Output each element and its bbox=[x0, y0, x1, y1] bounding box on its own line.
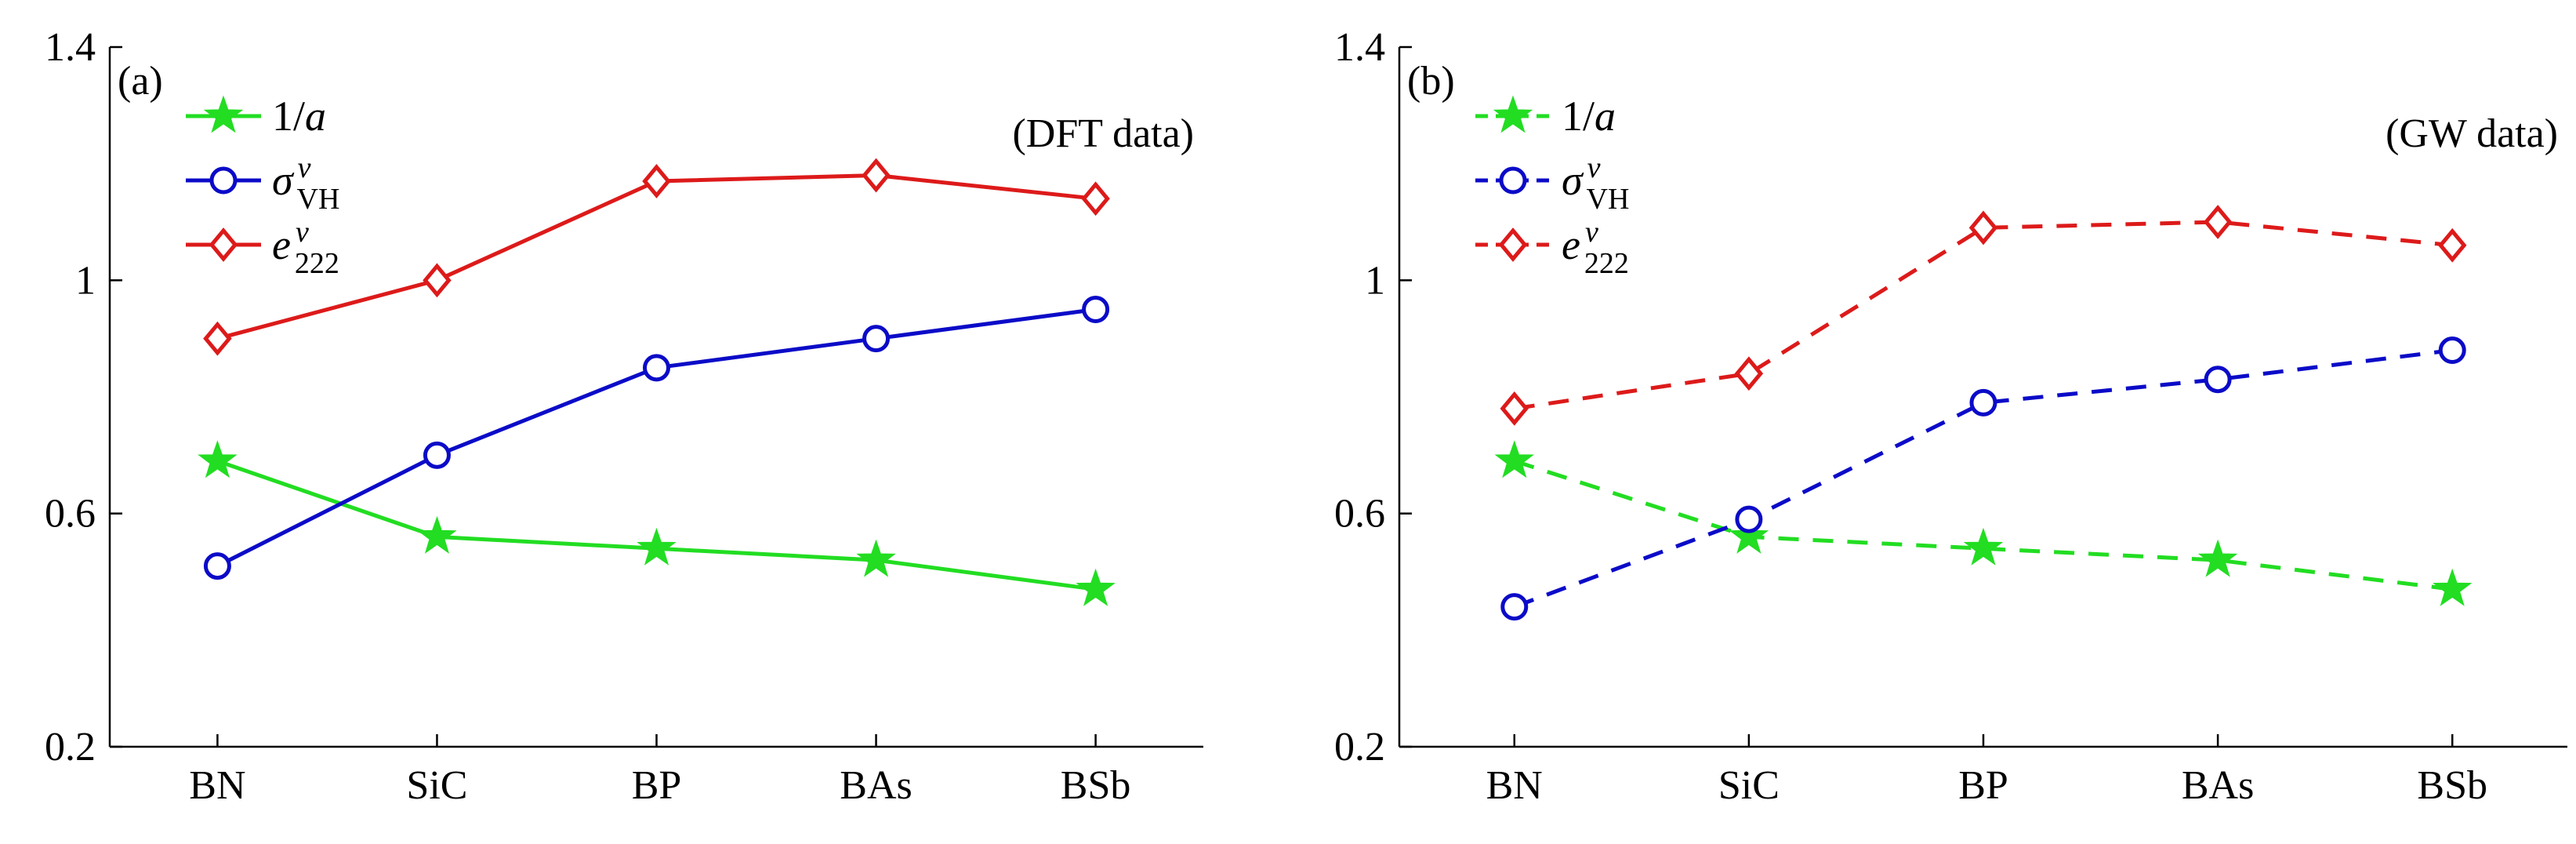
data-point-circle bbox=[1500, 593, 1529, 621]
legend-marker-circle bbox=[1499, 166, 1527, 195]
data-point-circle bbox=[643, 354, 670, 382]
legend-marker-diamond bbox=[209, 227, 238, 262]
data-point-star bbox=[1963, 527, 2004, 566]
data-point-diamond bbox=[1968, 210, 1998, 246]
x-tick-label: BAs bbox=[840, 763, 912, 808]
x-tick-label: BSb bbox=[2417, 763, 2487, 808]
x-tick-label: SiC bbox=[1718, 763, 1780, 808]
x-tick-label: BP bbox=[632, 763, 682, 808]
data-point-circle bbox=[1735, 505, 1763, 533]
y-tick-label: 0.6 bbox=[1334, 492, 1385, 537]
y-tick-label: 0.2 bbox=[1334, 725, 1385, 769]
data-point-circle bbox=[2438, 337, 2466, 365]
data-point-star bbox=[856, 539, 896, 577]
data-point-star bbox=[417, 515, 457, 554]
panel-annotation: (GW data) bbox=[2386, 111, 2558, 156]
x-tick-label: BAs bbox=[2182, 763, 2254, 808]
panel-b: 0.2 0.6 1 1.4 BN SiC BP BAs BSb (b) (GW data) 1/a σ v… bbox=[1334, 25, 2567, 808]
x-tick-label: BP bbox=[1958, 763, 2008, 808]
legend-entry: e v 222 bbox=[1475, 216, 1629, 280]
panel-annotation: (DFT data) bbox=[1012, 111, 1194, 156]
data-point-star bbox=[2197, 539, 2238, 577]
legend-entry: e v 222 bbox=[186, 216, 339, 280]
legend-entry: 1/a bbox=[186, 93, 326, 140]
data-point-star bbox=[1494, 440, 1534, 478]
series-line-0 bbox=[1514, 459, 2453, 591]
data-point-star bbox=[2433, 568, 2473, 606]
x-tick-label: BSb bbox=[1061, 763, 1131, 808]
legend-entry: 1/a bbox=[1475, 93, 1616, 140]
y-tick-label: 0.6 bbox=[45, 492, 96, 537]
series-line-2 bbox=[216, 173, 1096, 341]
x-tick-label: BN bbox=[189, 763, 245, 808]
y-tick-label: 1 bbox=[1365, 258, 1385, 303]
data-point-circle bbox=[1969, 388, 1997, 417]
legend-label: e v 222 bbox=[272, 216, 339, 280]
legend-label: σ v VH bbox=[272, 151, 339, 216]
x-tick-label: BN bbox=[1486, 763, 1543, 808]
legend-label: 1/a bbox=[272, 93, 326, 140]
y-tick-label: 0.2 bbox=[45, 725, 96, 769]
data-point-circle bbox=[862, 325, 891, 353]
data-point-diamond bbox=[1734, 356, 1764, 391]
y-tick-label: 1 bbox=[75, 258, 96, 303]
data-point-star bbox=[637, 527, 677, 566]
legend-label: 1/a bbox=[1562, 93, 1616, 140]
data-point-diamond bbox=[862, 158, 891, 193]
data-point-star bbox=[1076, 568, 1116, 606]
legend-entry: σ v VH bbox=[186, 151, 339, 216]
series-line-1 bbox=[216, 307, 1096, 568]
x-tick-label: SiC bbox=[406, 763, 467, 808]
legend-marker-star bbox=[203, 95, 244, 133]
legend-marker-diamond bbox=[1498, 227, 1528, 262]
legend-entry: σ v VH bbox=[1475, 151, 1629, 216]
legend-marker-circle bbox=[209, 166, 238, 195]
data-point-diamond bbox=[2437, 227, 2467, 263]
data-point-circle bbox=[203, 552, 231, 580]
data-point-diamond bbox=[203, 321, 232, 356]
panel-label: (a) bbox=[118, 59, 163, 104]
data-point-circle bbox=[2204, 366, 2232, 394]
series-line-2 bbox=[1514, 220, 2453, 411]
legend-marker-star bbox=[1493, 95, 1533, 133]
data-point-star bbox=[198, 440, 238, 478]
legend-label: σ v VH bbox=[1562, 151, 1629, 216]
y-tick-label: 1.4 bbox=[1334, 25, 1385, 70]
data-point-diamond bbox=[2203, 205, 2233, 239]
panel-a: 0.2 0.6 1 1.4 BN SiC BP BAs BSb (a) (DFT data) 1/a σ… bbox=[45, 25, 1203, 808]
data-point-circle bbox=[423, 441, 451, 469]
y-tick-label: 1.4 bbox=[45, 25, 96, 70]
data-point-circle bbox=[1082, 296, 1110, 323]
series-line-0 bbox=[216, 459, 1096, 591]
data-point-star bbox=[1729, 515, 1769, 554]
data-point-diamond bbox=[642, 164, 671, 198]
data-point-diamond bbox=[423, 263, 452, 298]
data-point-diamond bbox=[1500, 391, 1529, 426]
legend-label: e v 222 bbox=[1562, 216, 1629, 280]
data-point-diamond bbox=[1081, 181, 1110, 216]
panel-label: (b) bbox=[1407, 59, 1455, 104]
